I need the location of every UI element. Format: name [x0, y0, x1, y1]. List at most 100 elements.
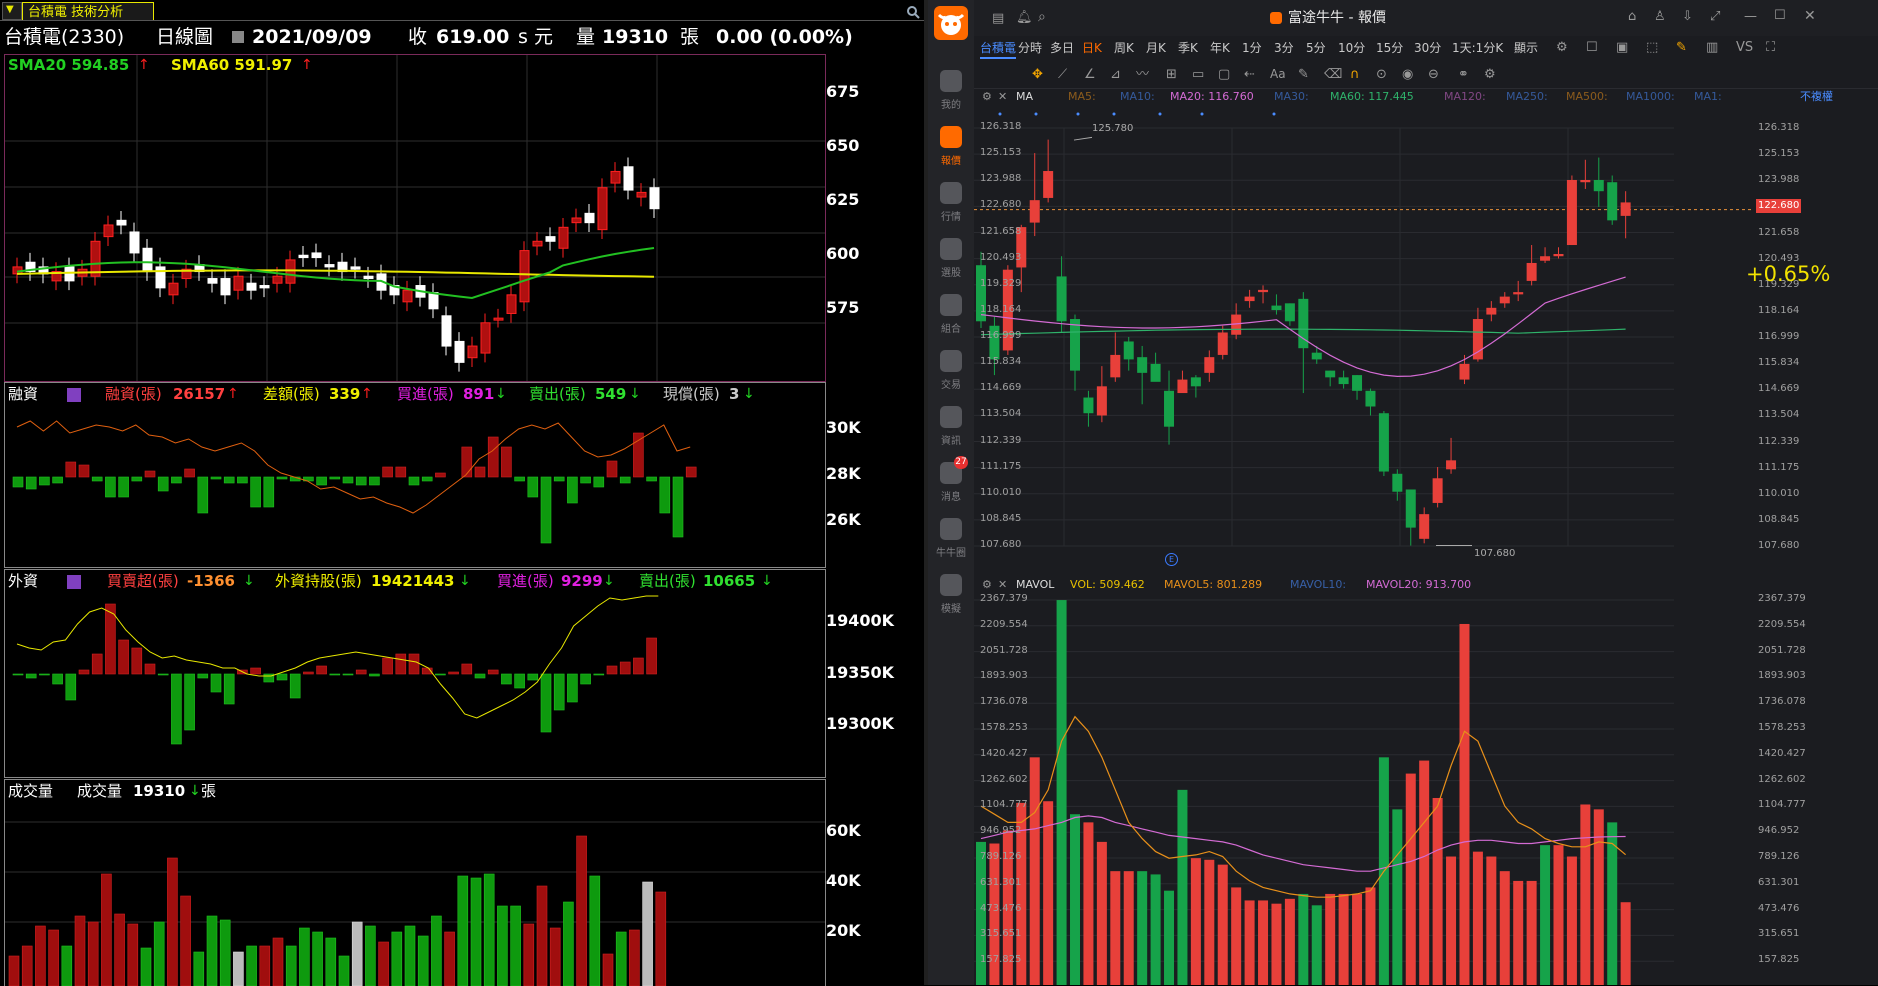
list-icon[interactable] [67, 388, 81, 402]
fullscreen-icon[interactable]: ⛶ [1766, 40, 1776, 55]
tab-period[interactable]: 5分 [1306, 41, 1326, 55]
ma-legend-item[interactable]: MA30: [1274, 90, 1309, 103]
sidebar-item-news[interactable]: 資訊 [928, 406, 974, 456]
line-tool-icon[interactable]: ⟋ [1058, 67, 1068, 82]
headset-icon[interactable]: ⌂ [1628, 9, 1637, 24]
ma-legend-item[interactable]: MA250: [1506, 90, 1548, 103]
pencil-icon[interactable]: ✎ [1676, 40, 1687, 55]
sidebar-item-filter[interactable]: 選股 [928, 238, 974, 288]
candle-body [1029, 200, 1040, 223]
rect-tool-icon[interactable]: ▭ [1192, 67, 1205, 82]
ma-legend-item[interactable]: MA60: 117.445 [1330, 90, 1414, 103]
fib-tool-icon[interactable]: ⊞ [1166, 67, 1177, 82]
tab-period[interactable]: 30分 [1414, 41, 1442, 55]
channel-tool-icon[interactable]: ⊿ [1110, 67, 1121, 82]
pen-tool-icon[interactable]: ✎ [1298, 67, 1309, 82]
group-tool-icon[interactable]: ⚭ [1458, 67, 1469, 82]
close-icon[interactable]: ✕ [1804, 8, 1816, 24]
volume-bar [206, 915, 218, 986]
close-icon[interactable]: ✕ [998, 578, 1008, 591]
sidebar-item-market[interactable]: 行情 [928, 182, 974, 232]
square-icon[interactable]: ▣ [1616, 40, 1629, 55]
color-icon[interactable]: ☐ [1586, 40, 1598, 55]
tab-period[interactable]: 1天:1分K [1452, 41, 1504, 55]
vol-axis-left-label: 157.825 [980, 954, 1022, 966]
layout-icon[interactable]: ▤ [992, 11, 1005, 26]
tab-period[interactable]: 3分 [1274, 41, 1294, 55]
hide-tool-icon[interactable]: ◉ [1402, 67, 1414, 82]
tab-period[interactable]: 月K [1146, 41, 1166, 55]
tab-period[interactable]: 季K [1178, 41, 1198, 55]
maximize-icon[interactable]: ☐ [1774, 8, 1786, 23]
list-icon[interactable] [67, 575, 81, 589]
margin-bar [237, 476, 248, 484]
ma-legend-item[interactable]: MA1000: [1626, 90, 1675, 103]
mavol20-value[interactable]: MAVOL20: 913.700 [1366, 578, 1472, 591]
app-logo[interactable] [934, 6, 968, 40]
zoom-icon[interactable] [906, 4, 920, 19]
mavol10-value[interactable]: MAVOL10: [1290, 578, 1347, 591]
compare-icon[interactable]: VS [1736, 40, 1754, 55]
sidebar-item-quote[interactable]: 報價 [928, 126, 974, 176]
sidebar-item-message[interactable]: 27 消息 [928, 456, 974, 512]
checkbox-icon[interactable] [232, 31, 244, 43]
magnet-tool-icon[interactable]: ∩ [1350, 67, 1360, 82]
tab-period[interactable]: 周K [1114, 41, 1134, 55]
tab-period[interactable]: 年K [1210, 41, 1230, 55]
minimize-icon[interactable]: — [1744, 9, 1757, 24]
tab-period[interactable]: 1分 [1242, 41, 1262, 55]
delete-tool-icon[interactable]: ⊖ [1428, 67, 1439, 82]
ray-tool-icon[interactable]: ∠ [1084, 67, 1096, 82]
ma-legend-item[interactable]: MA1: [1694, 90, 1722, 103]
menu-dropdown[interactable]: ▼ [2, 2, 22, 20]
mavol5-value[interactable]: MAVOL5: 801.289 [1164, 578, 1263, 591]
ma-legend-item[interactable]: MA20: 116.760 [1170, 90, 1254, 103]
ma-legend-item[interactable]: MA500: [1566, 90, 1608, 103]
text-tool-icon[interactable]: Aa [1270, 67, 1286, 81]
pane-divider[interactable] [924, 0, 928, 985]
tab-period[interactable]: 顯示 [1514, 41, 1539, 55]
crosshair-tool-icon[interactable]: ✥ [1032, 67, 1043, 82]
settings-icon[interactable]: ⚙ [1556, 40, 1568, 55]
sidebar-item-trade[interactable]: 交易 [928, 350, 974, 400]
restore-icon[interactable]: ⤢ [1710, 9, 1721, 24]
candlestick-chart[interactable]: 126.318 126.318 125.153 125.153 123.988 123.9… [974, 106, 1878, 566]
search-icon[interactable]: ⌕ [1038, 9, 1046, 25]
sidebar-item-pie[interactable]: 組合 [928, 294, 974, 344]
adjust-selector[interactable]: 不複權 [1800, 90, 1833, 103]
tab-period[interactable]: 分時 [1018, 41, 1043, 55]
low-label: 107.680 [1474, 548, 1516, 559]
event-marker-icon[interactable]: E [1165, 553, 1178, 566]
tab-period[interactable]: 台積電 [980, 42, 1017, 59]
settings-tool-icon[interactable]: ⚙ [1484, 67, 1496, 82]
ma-legend-item[interactable]: MA120: [1444, 90, 1486, 103]
tab-tech-analysis[interactable]: 台積電 技術分析 [22, 2, 154, 21]
mavol-type[interactable]: MAVOL [1016, 578, 1055, 591]
volume-chart[interactable]: 2367.379 2367.379 2209.554 2209.554 2051.728… [974, 594, 1878, 985]
bell-icon[interactable]: 🔔︎ [1016, 10, 1033, 25]
vol-value[interactable]: VOL: 509.462 [1070, 578, 1145, 591]
layout-icon[interactable]: ▥ [1706, 40, 1719, 55]
settings-icon[interactable]: ⚙ [982, 578, 992, 591]
ma-legend-item[interactable]: MA10: [1120, 90, 1155, 103]
sidebar-item-user[interactable]: 我的 [928, 70, 974, 120]
pin-icon[interactable]: ⇩ [1682, 9, 1693, 24]
tab-period[interactable]: 10分 [1338, 41, 1366, 55]
camera-icon[interactable]: ⬚ [1646, 40, 1659, 55]
tab-period[interactable]: 多日 [1050, 41, 1075, 55]
eraser-tool-icon[interactable]: ⌫ [1324, 67, 1343, 82]
settings-icon[interactable]: ⚙ [982, 90, 992, 103]
sidebar-item-gamepad[interactable]: 模擬 [928, 574, 974, 624]
ma-legend-item[interactable]: MA5: [1068, 90, 1096, 103]
note-tool-icon[interactable]: ▢ [1218, 67, 1231, 82]
close-icon[interactable]: ✕ [998, 90, 1008, 103]
shirt-icon[interactable]: ♙ [1654, 9, 1666, 24]
ma-type[interactable]: MA [1016, 90, 1034, 103]
wave-tool-icon[interactable]: 〰 [1136, 67, 1150, 82]
tab-period[interactable]: 日K [1082, 41, 1102, 55]
sidebar-item-community[interactable]: 牛牛圈 [928, 518, 974, 568]
tab-period[interactable]: 15分 [1376, 41, 1404, 55]
arrow-tool-icon[interactable]: ⇠ [1244, 67, 1255, 82]
lock-tool-icon[interactable]: ⊙ [1376, 67, 1387, 82]
price-axis-right-label: 116.999 [1758, 331, 1800, 342]
